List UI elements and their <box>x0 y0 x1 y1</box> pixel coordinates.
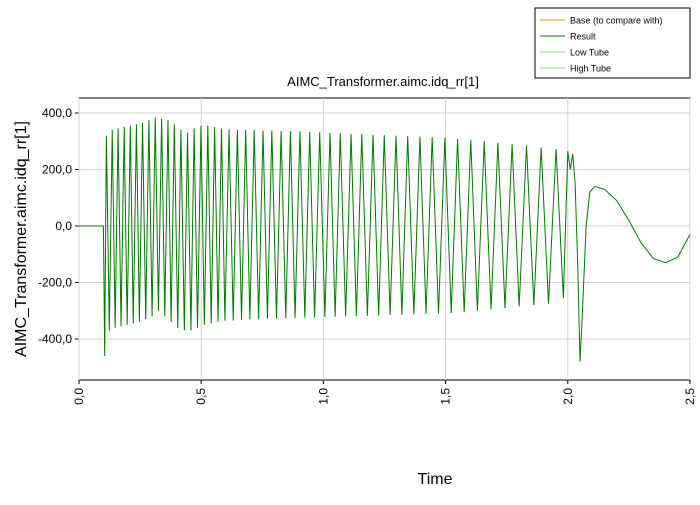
y-tick-label: -400,0 <box>38 332 72 346</box>
x-tick-label: 1,5 <box>439 388 453 405</box>
y-tick-label: 0,0 <box>55 219 72 233</box>
x-tick-label: 0,5 <box>194 388 208 405</box>
y-tick-label: 200,0 <box>42 162 72 176</box>
data-line <box>79 117 691 362</box>
x-tick-label: 2,5 <box>683 388 697 405</box>
y-tick-label: 400,0 <box>42 106 72 120</box>
x-tick-label: 2,0 <box>561 388 575 405</box>
legend-label: Low Tube <box>570 48 609 58</box>
chart-title: AIMC_Transformer.aimc.idq_rr[1] <box>287 74 479 89</box>
legend-label: High Tube <box>570 64 611 74</box>
x-axis-label: Time <box>418 471 453 488</box>
x-tick-label: 0,0 <box>72 388 86 405</box>
y-tick-label: -200,0 <box>38 276 72 290</box>
x-tick-label: 1,0 <box>316 388 330 405</box>
legend-label: Result <box>570 32 596 42</box>
legend-label: Base (to compare with) <box>570 16 663 26</box>
y-axis-label: AIMC_Transformer.aimc.idq_rr[1] <box>13 121 30 357</box>
